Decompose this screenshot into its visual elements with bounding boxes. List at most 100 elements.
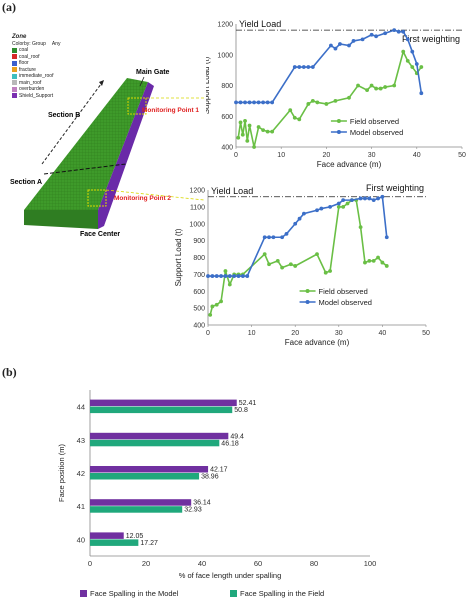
y-tick-label: 1000 (217, 52, 233, 59)
data-point (376, 196, 380, 201)
data-point (378, 86, 383, 91)
panel-a-label: (a) (2, 0, 16, 14)
panel-b-label: (b) (2, 365, 17, 379)
monitoring-point-1-label: Monitoring Point 1 (142, 107, 199, 114)
x-axis-title: Face advance (m) (285, 338, 350, 347)
legend-swatch (80, 590, 87, 597)
legend-label: floor (19, 60, 29, 66)
data-point (392, 83, 397, 88)
data-point (310, 98, 315, 103)
legend-swatch (12, 54, 17, 60)
data-point (247, 100, 252, 105)
legend-item: overburden (12, 86, 72, 93)
legend-label: coal_roof (19, 53, 40, 60)
data-point (219, 274, 223, 278)
legend-item: immediate_roof (12, 73, 72, 80)
legend-swatch (12, 60, 17, 66)
x-tick-label: 20 (142, 559, 150, 568)
legend-item: fracture (12, 67, 72, 74)
x-tick-label: 50 (422, 330, 430, 337)
data-point (306, 65, 311, 69)
data-point (315, 252, 319, 257)
face-center-label: Face Center (80, 231, 120, 238)
legend-label: Face Spalling in the Model (90, 589, 179, 598)
data-point (380, 260, 385, 265)
legend-swatch (12, 86, 17, 92)
legend-item: floor (12, 60, 72, 67)
bar-value-label: 32.93 (184, 507, 202, 514)
data-point (333, 98, 338, 103)
coal-seam-front-face (24, 210, 98, 229)
data-point (329, 43, 333, 48)
legend-label: Shield_Support (19, 92, 54, 99)
legend-swatch (12, 73, 17, 79)
first-weighting-label: First weighting (402, 34, 460, 44)
legend-marker (336, 119, 341, 123)
bar-value-label: 50.8 (234, 407, 248, 414)
coal-seam-top-face (24, 78, 148, 210)
data-point (384, 264, 389, 268)
data-point (328, 204, 332, 209)
data-point (297, 65, 302, 69)
series-line (236, 29, 423, 104)
model-3d-block: Main Gate Section B Section A Monitoring… (10, 69, 204, 238)
y-tick-label: 1200 (217, 22, 233, 29)
data-point (374, 86, 379, 91)
data-point (401, 29, 406, 34)
legend-label: Face Spalling in the Field (240, 589, 324, 598)
data-point (234, 100, 238, 105)
legend-header-any: Any (51, 40, 61, 47)
data-point (265, 129, 270, 134)
data-point (345, 201, 350, 206)
category-label: 40 (77, 535, 85, 544)
data-point (351, 39, 356, 43)
y-axis-title: Support Load (t) (174, 228, 183, 286)
data-point (267, 262, 271, 267)
x-tick-label: 30 (368, 152, 376, 159)
data-point (360, 37, 365, 42)
data-point (376, 255, 380, 260)
data-point (358, 225, 363, 230)
x-tick-label: 10 (248, 330, 256, 337)
x-tick-label: 0 (206, 330, 210, 337)
legend-swatch (12, 80, 17, 86)
data-point (223, 269, 228, 273)
bar-value-label: 36.14 (193, 500, 211, 507)
first-weighting-label: First weighting (366, 183, 424, 193)
y-tick-label: 700 (193, 272, 205, 279)
data-point (405, 59, 410, 63)
data-point (293, 221, 298, 226)
x-tick-label: 20 (323, 152, 331, 159)
yield-load-label: Yield Load (239, 19, 281, 29)
data-point (380, 194, 385, 199)
legend-marker (305, 289, 310, 293)
legend-marker (336, 130, 341, 134)
category-label: 41 (77, 502, 85, 511)
legend-label: Field observed (319, 287, 368, 296)
data-point (410, 49, 415, 54)
data-point (341, 198, 346, 203)
data-point (338, 42, 342, 46)
data-point (301, 65, 306, 69)
legend-item: coal (12, 47, 72, 54)
legend-label: Field observed (350, 117, 399, 126)
data-point (396, 29, 401, 34)
y-tick-label: 1000 (189, 221, 205, 228)
x-tick-label: 40 (413, 152, 421, 159)
y-tick-label: 500 (193, 306, 205, 313)
data-point (252, 145, 256, 149)
data-point (358, 196, 363, 201)
data-point (319, 206, 324, 211)
category-label: 43 (77, 436, 85, 445)
legend-label: overburden (19, 86, 45, 92)
data-point (369, 83, 374, 88)
data-point (270, 129, 275, 134)
monitoring-point-1-box (127, 97, 147, 115)
bar-value-label: 42.17 (210, 467, 228, 474)
data-point (210, 274, 215, 278)
x-axis-title: % of face length under spalling (179, 571, 282, 580)
shield-support-face (98, 82, 154, 229)
data-point (214, 274, 219, 278)
data-point (315, 208, 319, 213)
